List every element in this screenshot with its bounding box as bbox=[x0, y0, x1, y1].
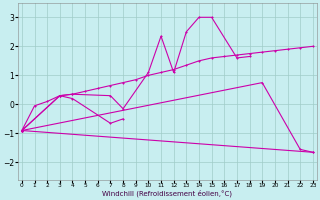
X-axis label: Windchill (Refroidissement éolien,°C): Windchill (Refroidissement éolien,°C) bbox=[102, 190, 232, 197]
